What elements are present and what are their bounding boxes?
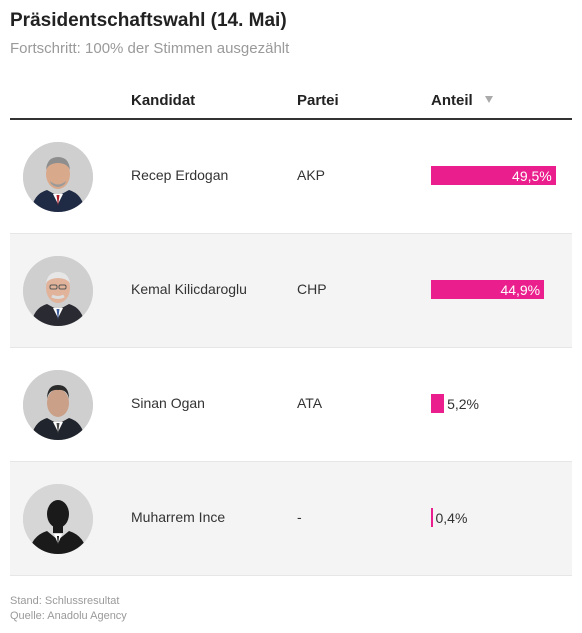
page-title: Präsidentschaftswahl (14. Mai) — [10, 10, 287, 31]
avatar — [23, 256, 93, 326]
candidate-party: AKP — [297, 167, 326, 183]
share-value: 5,2% — [447, 396, 480, 412]
placeholder-silhouette — [23, 484, 93, 554]
share-bar — [431, 394, 445, 413]
candidate-name: Sinan Ogan — [131, 395, 205, 411]
share-bar — [431, 166, 556, 185]
candidate-name: Muharrem Ince — [131, 509, 226, 525]
column-header-candidate: Kandidat — [131, 92, 196, 109]
share-value: 49,5% — [512, 168, 552, 184]
column-header-share[interactable]: Anteil — [431, 92, 493, 109]
table-header: Kandidat Partei Anteil — [10, 84, 572, 120]
erdogan-photo — [23, 142, 93, 212]
table-row: Muharrem Ince - 0,4% — [10, 462, 572, 576]
candidate-name: Kemal Kilicdaroglu — [131, 281, 247, 297]
footer-status: Stand: Schlussresultat — [10, 595, 120, 607]
avatar — [23, 484, 93, 554]
avatar — [23, 370, 93, 440]
share-value: 44,9% — [500, 282, 541, 298]
candidate-name: Recep Erdogan — [131, 167, 229, 183]
table-row: Sinan Ogan ATA 5,2% — [10, 348, 572, 462]
candidate-party: CHP — [297, 281, 327, 297]
footer: Stand: Schlussresultat Quelle: Anadolu A… — [10, 594, 127, 624]
avatar — [23, 142, 93, 212]
table-row: Kemal Kilicdaroglu CHP 44,9% — [10, 234, 572, 348]
progress-subtitle: Fortschritt: 100% der Stimmen ausgezählt — [10, 40, 290, 57]
share-bar — [431, 508, 433, 527]
candidate-party: - — [297, 509, 302, 525]
column-header-share-label: Anteil — [431, 92, 473, 109]
candidate-party: ATA — [297, 395, 323, 411]
column-header-party: Partei — [297, 92, 339, 109]
footer-source: Quelle: Anadolu Agency — [10, 610, 127, 622]
sort-down-icon[interactable] — [484, 95, 493, 103]
share-bar — [431, 280, 545, 299]
table-row: Recep Erdogan AKP 49,5% — [10, 120, 572, 234]
kilicdaroglu-photo — [23, 256, 93, 326]
ogan-photo — [23, 370, 93, 440]
share-value: 0,4% — [435, 510, 468, 526]
